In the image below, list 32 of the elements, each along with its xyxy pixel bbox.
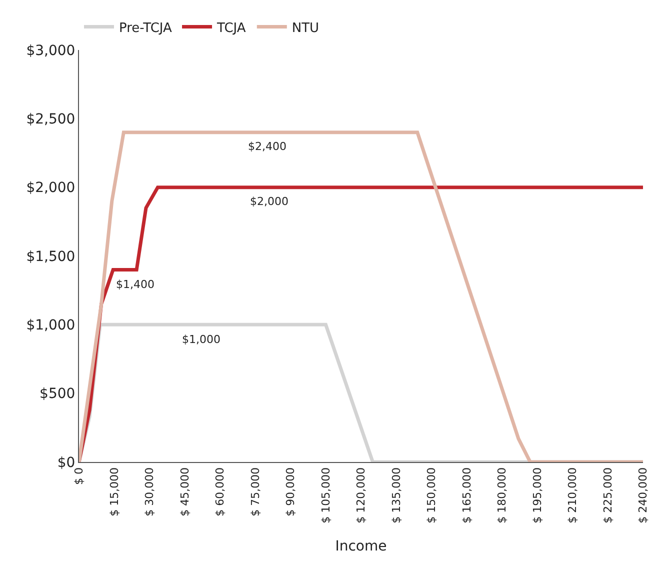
legend-label: TCJA	[216, 20, 246, 36]
x-tick-label: $ 45,000	[178, 467, 192, 516]
annotation: $2,400	[248, 140, 286, 153]
x-tick-label: $ 180,000	[496, 467, 509, 524]
x-tick-label: $ 105,000	[319, 467, 332, 524]
x-tick-label: $ 165,000	[460, 467, 474, 524]
x-tick-label: $ 150,000	[425, 467, 438, 524]
x-tick-label: $ 60,000	[214, 467, 227, 516]
x-tick-label: $ 90,000	[284, 467, 298, 516]
x-tick-label: $ 0	[72, 467, 86, 485]
x-tick-label: $ 225,000	[601, 467, 614, 524]
annotation: $1,400	[116, 278, 154, 291]
y-tick-label: $1,500	[26, 248, 76, 265]
legend-label: Pre-TCJA	[119, 20, 172, 36]
y-tick-label: $500	[40, 386, 76, 402]
x-axis-title: Income	[335, 538, 387, 555]
x-tick-label: $ 135,000	[390, 467, 403, 524]
x-tick-label: $ 195,000	[530, 467, 544, 524]
annotation: $2,000	[250, 195, 288, 208]
x-tick-label: $ 15,000	[108, 467, 121, 516]
x-tick-label: $ 75,000	[248, 467, 262, 516]
x-tick-label: $ 240,000	[636, 467, 650, 524]
annotation: $1,000	[182, 333, 220, 346]
x-tick-label: $ 30,000	[143, 467, 156, 516]
y-tick-label: $1,000	[26, 318, 76, 334]
y-tick-label: $2,500	[26, 112, 76, 128]
y-tick-label: $2,000	[26, 180, 76, 196]
y-tick-label: $0	[57, 454, 76, 471]
x-tick-label: $ 120,000	[354, 467, 368, 524]
x-tick-label: $ 210,000	[566, 467, 580, 524]
y-tick-label: $3,000	[26, 42, 76, 59]
legend-label: NTU	[292, 20, 320, 36]
